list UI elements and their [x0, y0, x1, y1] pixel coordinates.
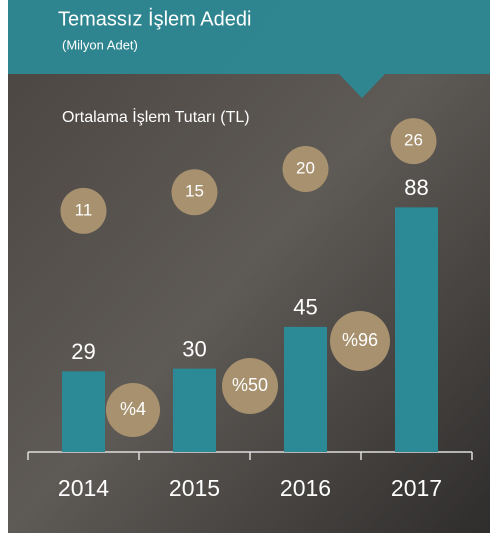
chart-subtitle: (Milyon Adet) [62, 37, 138, 52]
x-tick-label: 2017 [391, 475, 442, 501]
bar [173, 369, 216, 452]
bar-value-label: 45 [293, 295, 317, 320]
growth-label: %50 [232, 375, 268, 395]
chart-title: Temassız İşlem Adedi [58, 7, 251, 30]
average-label: 11 [75, 200, 93, 219]
average-label: 15 [185, 182, 204, 201]
bar [395, 207, 438, 452]
x-tick-label: 2014 [58, 475, 109, 501]
secondary-label: Ortalama İşlem Tutarı (TL) [62, 107, 250, 126]
bar-value-label: 29 [71, 339, 95, 364]
chart: Temassız İşlem Adedi (Milyon Adet) Ortal… [0, 0, 498, 533]
growth-label: %96 [342, 330, 378, 350]
average-label: 20 [296, 158, 315, 177]
bar [62, 371, 105, 452]
average-label: 26 [404, 131, 423, 150]
bar-value-label: 88 [404, 175, 428, 200]
x-tick-label: 2016 [280, 475, 331, 501]
bar-value-label: 30 [182, 336, 206, 361]
bar [284, 327, 327, 452]
x-tick-label: 2015 [169, 475, 220, 501]
growth-label: %4 [120, 399, 146, 419]
